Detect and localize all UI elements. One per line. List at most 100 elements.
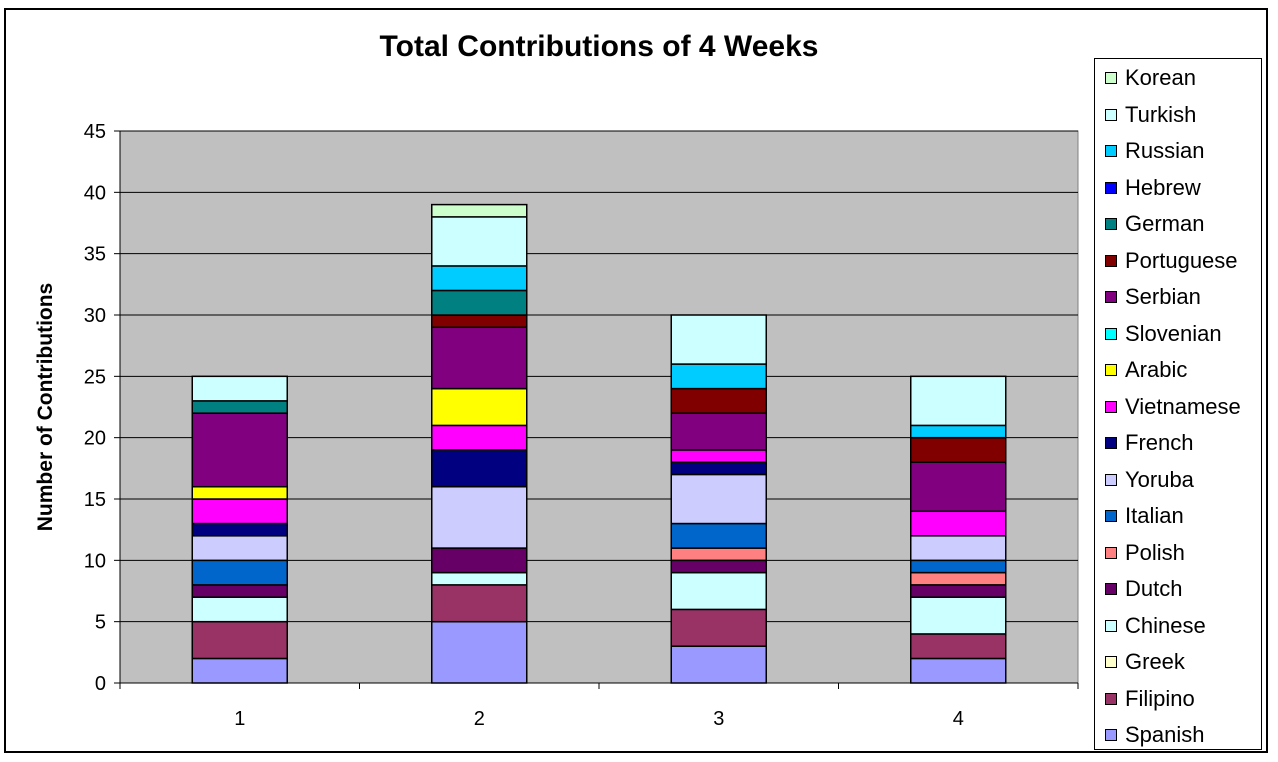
- legend-item-italian: Italian: [1105, 501, 1184, 531]
- bar-segment-yoruba-1: [191, 535, 288, 562]
- bar-segment-arabic-2: [431, 387, 528, 427]
- legend-swatch: [1105, 254, 1117, 267]
- bar-segment-french-3: [670, 461, 767, 476]
- legend-item-hebrew: Hebrew: [1105, 173, 1201, 203]
- legend-item-dutch: Dutch: [1105, 574, 1182, 604]
- legend-swatch: [1105, 108, 1117, 121]
- bar-segment-yoruba-4: [910, 535, 1007, 562]
- bar-segment-polish-4: [910, 571, 1007, 586]
- bar-segment-italian-3: [670, 522, 767, 549]
- y-tick-label: 35: [84, 244, 106, 266]
- legend-swatch: [1105, 181, 1117, 194]
- legend-swatch: [1105, 145, 1117, 157]
- bar-segment-filipino-1: [191, 620, 288, 660]
- legend-swatch: [1105, 510, 1117, 522]
- y-tick-label: 20: [84, 428, 106, 450]
- bar-segment-chinese-2: [431, 571, 528, 586]
- bar-segment-arabic-1: [191, 485, 288, 500]
- x-tick-label: 4: [953, 708, 964, 730]
- legend-item-vietnamese: Vietnamese: [1105, 392, 1241, 422]
- bar-segment-turkish-4: [910, 375, 1007, 427]
- y-axis-label: Number of Contributions: [34, 283, 57, 531]
- legend-item-serbian: Serbian: [1105, 282, 1201, 312]
- y-tick-label: 40: [84, 182, 106, 204]
- y-tick-label: 30: [84, 305, 106, 327]
- legend-label: Filipino: [1125, 685, 1195, 711]
- bar-segment-turkish-1: [191, 375, 288, 402]
- legend-item-russian: Russian: [1105, 136, 1204, 166]
- legend-label: French: [1125, 430, 1194, 455]
- bar-segment-dutch-2: [431, 547, 528, 574]
- bar-segment-spanish-3: [670, 645, 767, 684]
- bar-segment-french-2: [431, 449, 528, 488]
- legend-label: Yoruba: [1125, 466, 1194, 492]
- legend-swatch: [1105, 692, 1117, 705]
- bar-segment-vietnamese-1: [191, 498, 288, 525]
- y-tick-label: 25: [84, 366, 106, 388]
- y-tick-label: 10: [84, 550, 106, 572]
- legend-label: Slovenian: [1125, 320, 1222, 346]
- legend-label: Vietnamese: [1125, 393, 1241, 419]
- legend-label: Russian: [1125, 138, 1205, 163]
- bar-segment-chinese-4: [910, 596, 1007, 635]
- bar-segment-filipino-4: [910, 633, 1007, 660]
- legend-swatch: [1105, 437, 1117, 449]
- y-tick-label: 15: [84, 489, 106, 511]
- legend-label: Portuguese: [1125, 247, 1238, 273]
- bar-segment-vietnamese-2: [431, 424, 528, 451]
- bar-segment-serbian-1: [191, 412, 288, 488]
- bar-segment-serbian-4: [910, 461, 1007, 513]
- y-tick-label: 5: [95, 612, 106, 634]
- bar-segment-russian-4: [910, 424, 1007, 439]
- x-tick-label: 2: [474, 708, 485, 730]
- bar-segment-filipino-3: [670, 608, 767, 647]
- bar-segment-chinese-3: [670, 571, 767, 611]
- legend-swatch: [1105, 72, 1117, 84]
- legend-label: Greek: [1125, 649, 1185, 674]
- legend-label: Hebrew: [1125, 174, 1201, 200]
- legend-label: Chinese: [1125, 612, 1206, 638]
- bar-segment-vietnamese-3: [670, 449, 767, 463]
- bar-segment-russian-2: [431, 265, 528, 292]
- legend-swatch: [1105, 400, 1117, 413]
- bar-segment-vietnamese-4: [910, 510, 1007, 537]
- bar-segment-serbian-3: [670, 412, 767, 451]
- legend-item-german: German: [1105, 209, 1204, 239]
- legend-label: Korean: [1125, 65, 1196, 90]
- bar-segment-turkish-3: [670, 314, 767, 365]
- legend-item-greek: Greek: [1105, 647, 1185, 677]
- bar-segment-turkish-2: [431, 216, 528, 267]
- bar-segment-spanish-4: [910, 657, 1007, 684]
- legend-swatch: [1105, 583, 1117, 595]
- legend-item-polish: Polish: [1105, 538, 1185, 568]
- y-tick-label: 0: [95, 673, 106, 695]
- legend-label: Dutch: [1125, 576, 1183, 601]
- legend-item-yoruba: Yoruba: [1105, 465, 1194, 495]
- legend-item-chinese: Chinese: [1105, 611, 1206, 641]
- bar-segment-dutch-1: [191, 584, 288, 598]
- bar-segment-italian-1: [191, 559, 288, 586]
- x-tick-label: 1: [234, 708, 245, 730]
- legend-item-portuguese: Portuguese: [1105, 246, 1238, 276]
- legend-label: Polish: [1125, 539, 1185, 565]
- bar-segment-yoruba-3: [670, 473, 767, 525]
- legend-label: Arabic: [1125, 357, 1188, 382]
- bar-segment-french-1: [191, 522, 288, 537]
- legend-swatch: [1105, 327, 1117, 340]
- legend-swatch: [1105, 729, 1117, 741]
- legend-swatch: [1105, 619, 1117, 632]
- legend-swatch: [1105, 656, 1117, 668]
- legend-item-spanish: Spanish: [1105, 720, 1205, 750]
- legend-label: Turkish: [1125, 101, 1197, 127]
- legend-label: Italian: [1125, 503, 1184, 528]
- legend-item-turkish: Turkish: [1105, 100, 1196, 130]
- bar-segment-yoruba-2: [431, 485, 528, 549]
- bar-segment-korean-2: [431, 203, 528, 218]
- legend-item-arabic: Arabic: [1105, 355, 1187, 385]
- legend-label: Serbian: [1125, 284, 1201, 309]
- bar-segment-portuguese-3: [670, 387, 767, 414]
- legend-item-slovenian: Slovenian: [1105, 319, 1222, 349]
- bar-segment-russian-3: [670, 363, 767, 390]
- bar-segment-italian-4: [910, 559, 1007, 574]
